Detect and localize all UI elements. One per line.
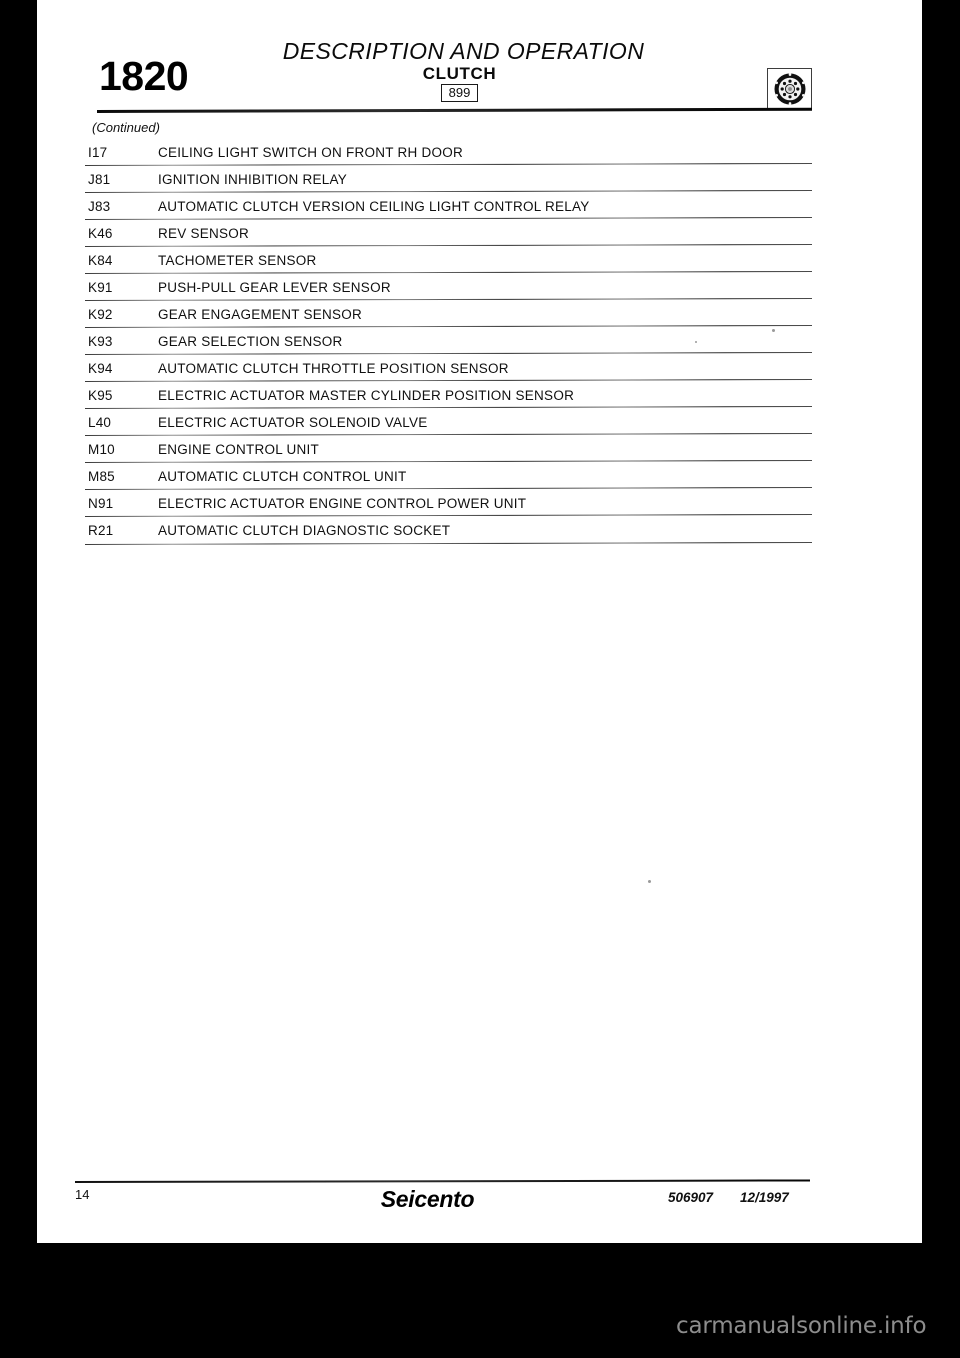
- component-description: GEAR SELECTION SENSOR: [158, 334, 343, 349]
- list-item: J81 IGNITION INHIBITION RELAY: [37, 170, 922, 197]
- component-description: AUTOMATIC CLUTCH THROTTLE POSITION SENSO…: [158, 361, 509, 376]
- scan-artifact: [695, 341, 697, 343]
- component-code: K93: [88, 334, 113, 349]
- list-item: M10 ENGINE CONTROL UNIT: [37, 440, 922, 467]
- row-divider: [84, 324, 812, 328]
- row-divider: [84, 189, 812, 193]
- component-description: AUTOMATIC CLUTCH DIAGNOSTIC SOCKET: [158, 523, 451, 538]
- list-item: N91 ELECTRIC ACTUATOR ENGINE CONTROL POW…: [37, 494, 922, 521]
- component-description: REV SENSOR: [158, 226, 250, 241]
- row-divider: [84, 216, 812, 220]
- row-divider: [84, 405, 812, 409]
- component-code: M10: [88, 442, 115, 457]
- list-item: J83 AUTOMATIC CLUTCH VERSION CEILING LIG…: [37, 197, 922, 224]
- document-number: 506907: [668, 1190, 714, 1205]
- list-item: K46 REV SENSOR: [37, 224, 922, 251]
- continued-note: (Continued): [92, 120, 160, 135]
- brand-name: Seicento: [380, 1186, 475, 1212]
- component-description: CEILING LIGHT SWITCH ON FRONT RH DOOR: [158, 145, 464, 160]
- row-divider: [84, 378, 812, 382]
- row-divider: [84, 297, 812, 301]
- list-item: K94 AUTOMATIC CLUTCH THROTTLE POSITION S…: [37, 359, 922, 386]
- row-divider: [84, 243, 812, 247]
- component-description: ELECTRIC ACTUATOR MASTER CYLINDER POSITI…: [158, 388, 575, 403]
- footer-divider: [74, 1179, 811, 1183]
- scan-artifact: [772, 329, 775, 332]
- component-code: K46: [88, 226, 113, 241]
- component-description: ELECTRIC ACTUATOR ENGINE CONTROL POWER U…: [158, 496, 527, 511]
- page-subtitle: CLUTCH: [422, 64, 497, 83]
- page-title: DESCRIPTION AND OPERATION: [282, 38, 645, 64]
- list-item: K92 GEAR ENGAGEMENT SENSOR: [37, 305, 922, 332]
- list-item: M85 AUTOMATIC CLUTCH CONTROL UNIT: [37, 467, 922, 494]
- row-divider: [84, 270, 812, 274]
- component-code: I17: [88, 145, 108, 160]
- component-code: K91: [88, 280, 113, 295]
- list-item: I17 CEILING LIGHT SWITCH ON FRONT RH DOO…: [37, 143, 922, 170]
- list-item: K93 GEAR SELECTION SENSOR: [37, 332, 922, 359]
- header-code-badge: 899: [440, 84, 479, 102]
- component-code: K84: [88, 253, 113, 268]
- component-description: AUTOMATIC CLUTCH VERSION CEILING LIGHT C…: [158, 199, 590, 214]
- list-item: K95 ELECTRIC ACTUATOR MASTER CYLINDER PO…: [37, 386, 922, 413]
- document-page: 1820 DESCRIPTION AND OPERATION CLUTCH 89…: [37, 0, 922, 1243]
- component-description: IGNITION INHIBITION RELAY: [158, 172, 348, 187]
- row-divider: [84, 486, 812, 490]
- section-number: 1820: [99, 53, 189, 99]
- row-divider: [84, 459, 812, 463]
- row-divider: [84, 541, 812, 545]
- header-code-container: 899: [17, 84, 902, 102]
- row-divider: [84, 432, 812, 436]
- component-code: K94: [88, 361, 113, 376]
- component-description: GEAR ENGAGEMENT SENSOR: [158, 307, 363, 322]
- component-list: I17 CEILING LIGHT SWITCH ON FRONT RH DOO…: [37, 143, 922, 548]
- list-item: K84 TACHOMETER SENSOR: [37, 251, 922, 278]
- component-description: PUSH-PULL GEAR LEVER SENSOR: [158, 280, 391, 295]
- component-description: AUTOMATIC CLUTCH CONTROL UNIT: [158, 469, 407, 484]
- component-code: J81: [88, 172, 111, 187]
- component-code: M85: [88, 469, 115, 484]
- component-description: TACHOMETER SENSOR: [158, 253, 317, 268]
- row-divider: [84, 513, 812, 517]
- page-number: 14: [75, 1187, 90, 1202]
- list-item: R21 AUTOMATIC CLUTCH DIAGNOSTIC SOCKET: [37, 521, 922, 548]
- component-description: ELECTRIC ACTUATOR SOLENOID VALVE: [158, 415, 428, 430]
- component-code: L40: [88, 415, 112, 430]
- row-divider: [84, 351, 812, 355]
- component-code: K92: [88, 307, 113, 322]
- row-divider: [84, 162, 812, 166]
- component-code: K95: [88, 388, 113, 403]
- component-code: J83: [88, 199, 111, 214]
- document-date: 12/1997: [740, 1190, 789, 1205]
- header-divider: [96, 107, 813, 113]
- component-code: R21: [88, 523, 114, 538]
- clutch-pressure-plate-icon: [767, 68, 812, 110]
- list-item: K91 PUSH-PULL GEAR LEVER SENSOR: [37, 278, 922, 305]
- list-item: L40 ELECTRIC ACTUATOR SOLENOID VALVE: [37, 413, 922, 440]
- scan-artifact: [648, 880, 651, 883]
- site-watermark: carmanualsonline.info: [676, 1313, 927, 1339]
- component-code: N91: [88, 496, 114, 511]
- component-description: ENGINE CONTROL UNIT: [158, 442, 320, 457]
